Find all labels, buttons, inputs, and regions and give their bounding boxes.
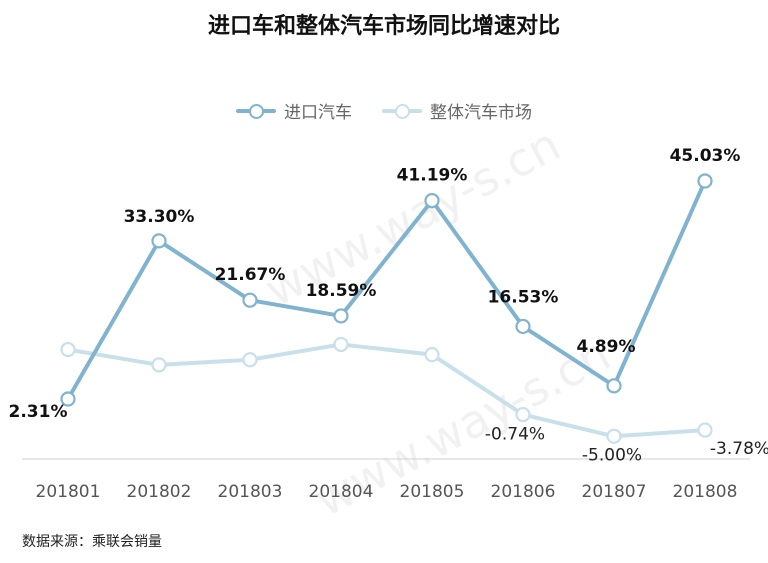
source-note: 数据来源：乘联会销量 (22, 534, 162, 550)
data-label-imported: 16.53% (488, 287, 559, 307)
data-point (515, 318, 531, 335)
data-point (697, 173, 713, 189)
x-tick-label: 201807 (582, 482, 647, 502)
data-label-imported: 21.67% (215, 265, 286, 285)
data-point (515, 406, 531, 423)
data-label-overall: -3.78% (710, 439, 768, 459)
series-line (66, 342, 707, 439)
x-tick-label: 201808 (673, 482, 738, 502)
data-label-overall: -0.74% (485, 425, 545, 445)
data-point (60, 391, 76, 407)
data-point (424, 347, 440, 363)
chart-title: 进口车和整体汽车市场同比增速对比 (207, 14, 560, 39)
data-point (333, 308, 349, 324)
data-label-imported: 33.30% (124, 207, 195, 227)
x-tick-label: 201801 (36, 482, 101, 502)
data-point (697, 422, 713, 438)
x-tick-label: 201805 (400, 482, 465, 502)
x-tick-label: 201802 (127, 482, 192, 502)
data-label-imported: 2.31% (9, 402, 68, 422)
data-label-imported: 4.89% (577, 337, 636, 357)
data-label-imported: 18.59% (306, 281, 377, 301)
data-point (60, 341, 76, 358)
data-point (333, 336, 349, 353)
data-point (242, 292, 258, 308)
x-tick-label: 201806 (491, 482, 556, 502)
legend-label-imported: 进口汽车 (284, 103, 352, 123)
data-point (151, 233, 167, 249)
legend-item-imported: 进口汽车 (236, 98, 352, 123)
data-label-imported: 41.19% (397, 166, 468, 186)
legend-swatch-overall (382, 103, 422, 119)
data-point (606, 428, 622, 444)
data-label-overall: -5.00% (582, 445, 642, 465)
legend-label-overall: 整体汽车市场 (430, 103, 532, 123)
data-label-imported: 45.03% (670, 146, 741, 166)
data-point (242, 352, 258, 368)
legend-item-overall: 整体汽车市场 (382, 98, 532, 123)
data-point (424, 192, 440, 209)
series-line (66, 179, 707, 401)
legend: 进口汽车 整体汽车市场 (0, 98, 768, 123)
data-point (606, 378, 622, 394)
data-point (151, 357, 167, 373)
legend-swatch-imported (236, 103, 276, 119)
x-tick-label: 201804 (309, 482, 374, 502)
x-tick-label: 201803 (218, 482, 283, 502)
